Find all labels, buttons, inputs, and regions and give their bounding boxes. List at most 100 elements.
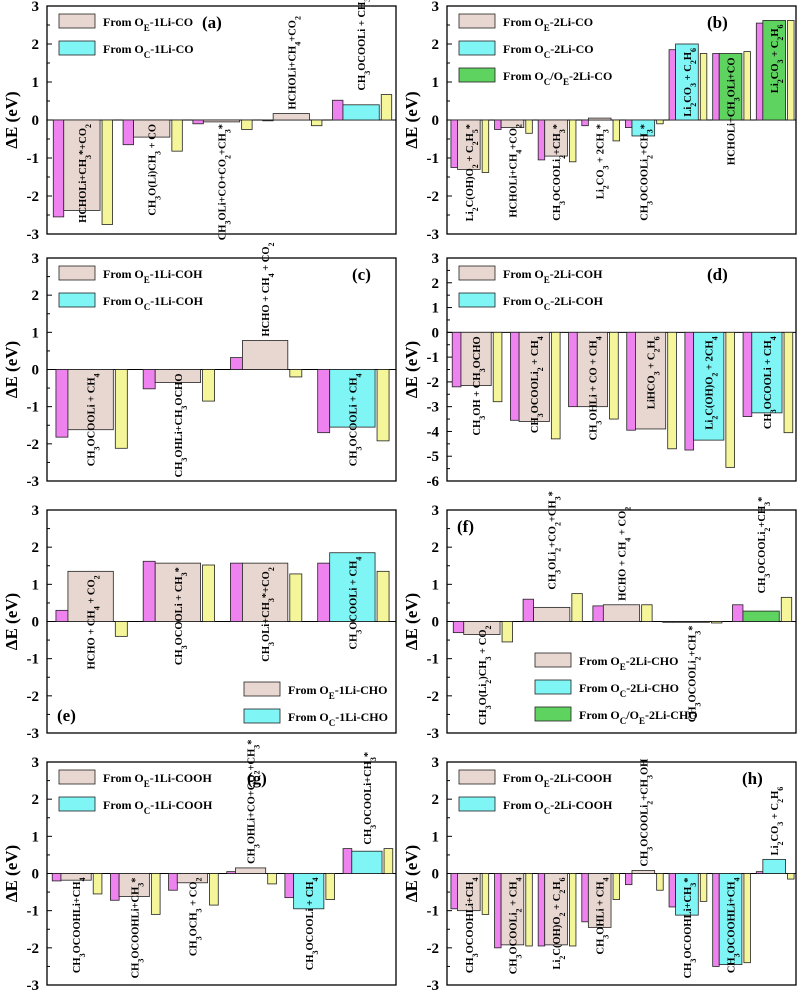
legend: From OE-2Li-CHO From OC-2Li-CHO From OC/OE…: [534, 652, 698, 726]
bar-magenta: [755, 22, 764, 121]
bar-magenta: [522, 598, 534, 622]
bar-label: CH3OHLi+CO+CO2+CH3*: [247, 739, 261, 863]
legend-label: From OC-1Li-COOH: [103, 798, 213, 816]
bar-label: CH3OCOOLi+CH3*: [363, 752, 378, 845]
y-tick-label: 1: [32, 577, 40, 593]
bar-group: CH3OLi+CH3*+CO2: [230, 562, 303, 662]
legend-swatch: [58, 769, 96, 785]
bar-group: CH3OCOOLi2+CH3*: [537, 119, 577, 221]
bar-yellow: [501, 621, 513, 643]
bar-main: [544, 873, 568, 946]
legend-label: From OE-2Li-COH: [503, 267, 603, 285]
bar-label: CH3OH + CH3OCHO: [472, 336, 487, 435]
panel-f: -3 -2 -1 0 1 2 3 ΔE (eV) CH3O(Li2)CH3 + CO2 CH3OL…: [402, 491, 797, 742]
bar-label: CH3OCOOLi + CH4: [348, 374, 363, 467]
bar-label: HCHOLi+CH4+CO2: [287, 16, 302, 109]
bar-label: CH3OCOOLi2+CH3*: [639, 124, 654, 221]
bar-magenta: [494, 873, 502, 949]
bar-group: CH3OCOOHLi+CH3*: [668, 873, 708, 978]
bar-magenta: [230, 562, 243, 622]
bar-label: Li2CO3 + C2H6: [683, 48, 698, 117]
bar-group: CH3OCOOLi2+CH3*: [662, 621, 723, 723]
bar-group: CH3OHLi+CH3OCHO: [142, 369, 215, 477]
panel-a: -3 -2 -1 0 1 2 3 ΔE (eV) HCHOLi+CH3*+CO2 CH3O(Li)…: [2, 0, 397, 243]
bar-group: CH3OCOOLi + CH4: [284, 873, 335, 971]
y-tick-label: -2: [427, 189, 440, 205]
bar-main: [133, 119, 171, 138]
bar-magenta: [626, 331, 636, 431]
legend-label: From OE-1Li-COOH: [103, 771, 212, 789]
bar-label: CH3OCOOLi + CH3*: [174, 567, 189, 665]
bar-label: CH3OCOOLi2+CH3*: [757, 497, 772, 594]
bar-main: [751, 331, 783, 414]
bar-yellow: [492, 331, 503, 403]
panel-label: (c): [352, 265, 371, 284]
y-tick-label: -3: [27, 978, 40, 992]
bar-yellow: [92, 873, 103, 895]
bar-label: HCHO + CH4 + CO2: [618, 507, 633, 601]
y-tick-label: -6: [427, 474, 440, 490]
legend: From OE-2Li-COOH From OC-2Li-COOH: [458, 769, 613, 816]
bar-magenta: [342, 848, 353, 874]
bar-main: [67, 369, 114, 431]
bar-yellow: [699, 53, 708, 121]
bar-main: [602, 604, 641, 622]
y-tick-label: 0: [432, 867, 440, 883]
panel-c: -3 -2 -1 0 1 2 3 ΔE (eV) CH3OCOOLi + CH4 CH3OHLi+…: [2, 242, 397, 490]
y-axis-label: ΔE (eV): [2, 341, 21, 398]
bar-magenta: [317, 562, 331, 622]
bar-group: CH3OCH3 + CO2: [168, 873, 219, 956]
bar-main: [460, 331, 492, 387]
bar-group: CH3OCOOLi + CH3*: [332, 0, 393, 121]
y-tick-label: -2: [27, 689, 40, 705]
bar-yellow: [267, 873, 277, 885]
bar-magenta: [668, 873, 676, 908]
bar-main: [457, 873, 481, 912]
bar-group: CH3OCOOHLi+CH3*: [110, 873, 161, 978]
y-tick-label: -2: [427, 689, 440, 705]
y-tick-label: 0: [432, 615, 440, 631]
y-tick-label: -3: [427, 400, 440, 416]
bar-main: [518, 331, 550, 422]
bar-group: Li2CO3 + C2H6: [668, 43, 708, 121]
bar-yellow: [641, 604, 653, 622]
bar-main: [342, 104, 380, 121]
y-tick-label: 2: [432, 276, 440, 292]
legend-swatch: [243, 708, 281, 724]
bar-magenta: [451, 331, 462, 388]
bar-yellow: [202, 564, 215, 622]
bar-group: HCHO + CH4 + CO2: [55, 570, 128, 669]
bar-group: CH3OHLi + CO + CH4: [568, 331, 619, 440]
bar-label: LiHCO3 + C2H6: [647, 336, 662, 409]
legend: From OE-1Li-CO From OC-1Li-CO: [58, 13, 194, 60]
bar-group: HCHO + CH4 + CO2: [592, 507, 653, 622]
bar-magenta: [51, 873, 62, 882]
bar-yellow: [656, 873, 664, 891]
bar-yellow: [569, 873, 577, 947]
bar-yellow: [550, 331, 561, 440]
bar-label: CH3OHLi + CO + CH4: [588, 336, 603, 440]
bar-label: Li2C(OH)O2 + C2H5*: [465, 124, 480, 221]
bar-main: [587, 117, 612, 121]
bar-label: CH3OCOOLi + CH4: [305, 878, 320, 971]
legend-label: From OE-2Li-CO: [503, 15, 593, 33]
bar-yellow: [711, 621, 723, 624]
legend-swatch: [458, 292, 496, 308]
legend-label: From OE-1Li-CHO: [288, 683, 387, 701]
bar-label: CH3OCOOLi2+CH3*: [687, 626, 702, 723]
legend-swatch: [58, 13, 96, 29]
y-tick-label: -1: [427, 151, 440, 167]
bar-label: HCHO + CH4 + CO2: [261, 242, 276, 336]
bar-magenta: [568, 331, 578, 408]
y-tick-label: 3: [32, 755, 40, 771]
y-axis-label: ΔE (eV): [2, 845, 21, 902]
bar-yellow: [481, 873, 490, 915]
y-axis-label: ΔE (eV): [2, 91, 21, 148]
y-tick-label: -2: [27, 189, 40, 205]
legend-swatch: [58, 292, 96, 308]
bar-magenta: [452, 621, 465, 634]
legend-swatch: [458, 40, 496, 56]
legend-swatch: [458, 796, 496, 812]
legend-label: From OC-2Li-CO: [503, 42, 594, 60]
bar-group: HCHOLi+CH4+CO2: [262, 16, 323, 127]
